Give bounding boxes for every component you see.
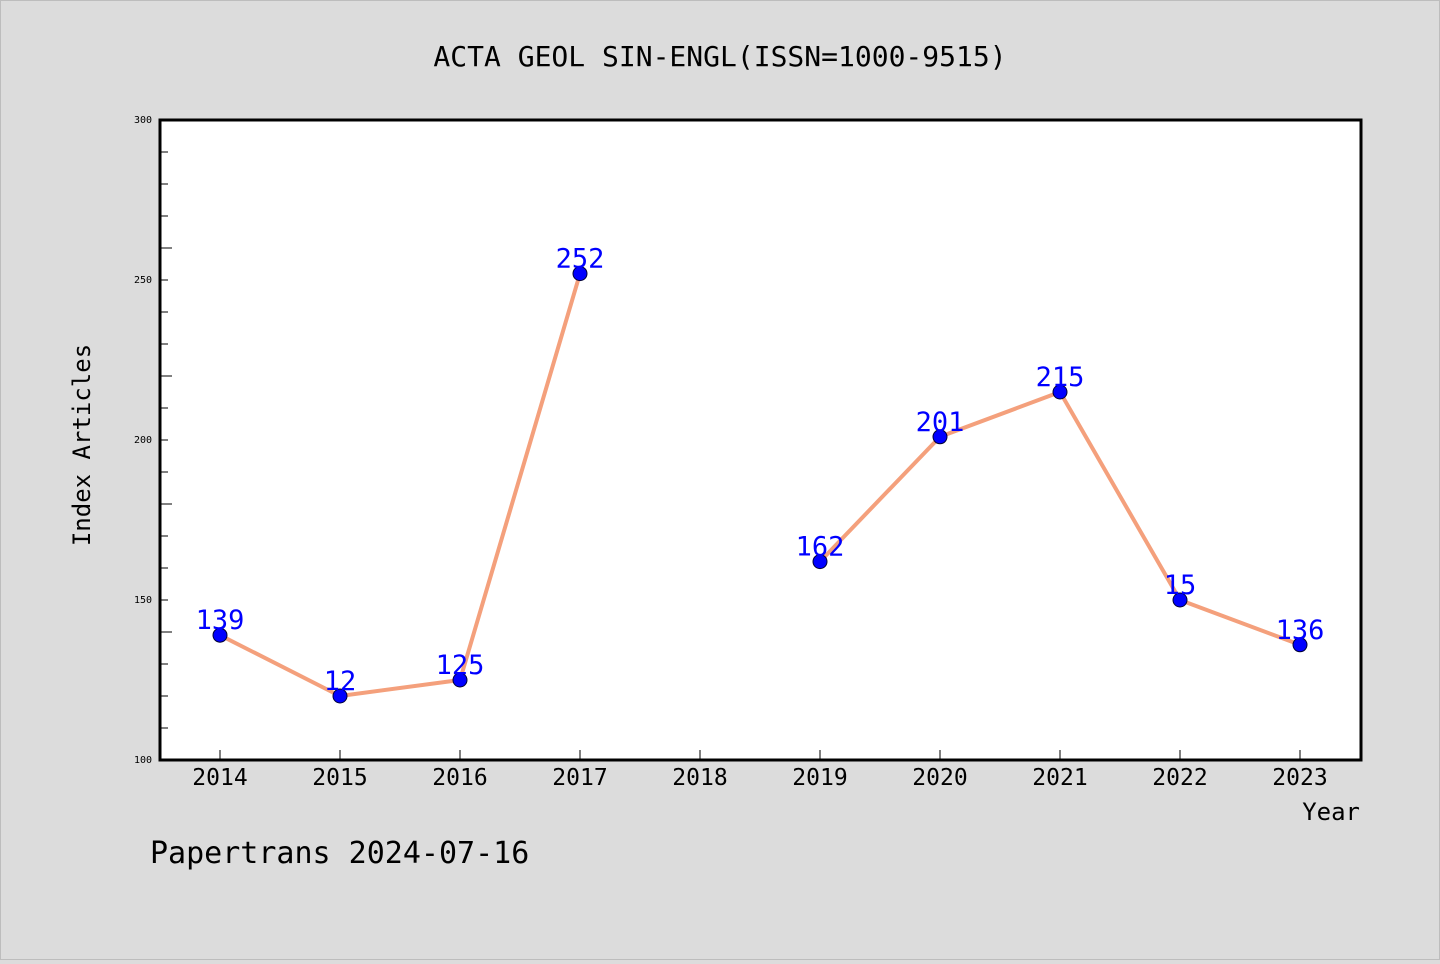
chart-title: ACTA GEOL SIN-ENGL(ISSN=1000-9515) [433,40,1006,73]
plot-area [160,120,1361,760]
x-tick-label: 2021 [1032,765,1087,791]
y-tick-label: 100 [134,755,152,766]
data-labels: 139 12 125 252 162 201 215 15 136 [196,244,1325,697]
plot-frame [158,118,1363,762]
y-tick-label: 200 [134,435,152,446]
x-tick-label: 2015 [312,765,367,791]
data-label: 12 [324,666,357,697]
data-point [1292,637,1308,653]
x-axis: 2014 2015 2016 2017 2018 2019 2020 2021 2022 2023 [192,750,1328,791]
data-label: 201 [916,407,965,438]
x-tick-label: 2020 [912,765,967,791]
x-tick-label: 2018 [672,765,727,791]
data-point [332,688,348,704]
y-axis-title: Index Articles [68,344,96,546]
data-point [1172,592,1188,608]
data-label: 162 [796,532,845,563]
data-label: 139 [196,605,245,636]
data-point [452,672,468,688]
data-point [572,266,588,282]
data-point [932,429,948,445]
x-tick-label: 2019 [792,765,847,791]
y-tick-label: 250 [134,275,152,286]
x-axis-title: Year [1302,798,1360,826]
footer-text: Papertrans 2024-07-16 [150,836,529,871]
data-point [1052,384,1068,400]
data-label: 215 [1036,362,1085,393]
x-tick-label: 2016 [432,765,487,791]
y-tick-label: 300 [134,115,152,126]
data-label: 125 [436,650,485,681]
data-point [212,627,228,643]
y-tick-label: 150 [134,595,152,606]
x-tick-label: 2022 [1152,765,1207,791]
series-line-group [212,266,1308,704]
x-tick-label: 2017 [552,765,607,791]
data-label: 136 [1276,615,1325,646]
x-tick-label: 2023 [1272,765,1327,791]
data-label: 252 [556,244,605,275]
x-tick-label: 2014 [192,765,247,791]
series-line [218,271,582,698]
data-point [812,554,828,570]
data-label: 15 [1164,570,1197,601]
